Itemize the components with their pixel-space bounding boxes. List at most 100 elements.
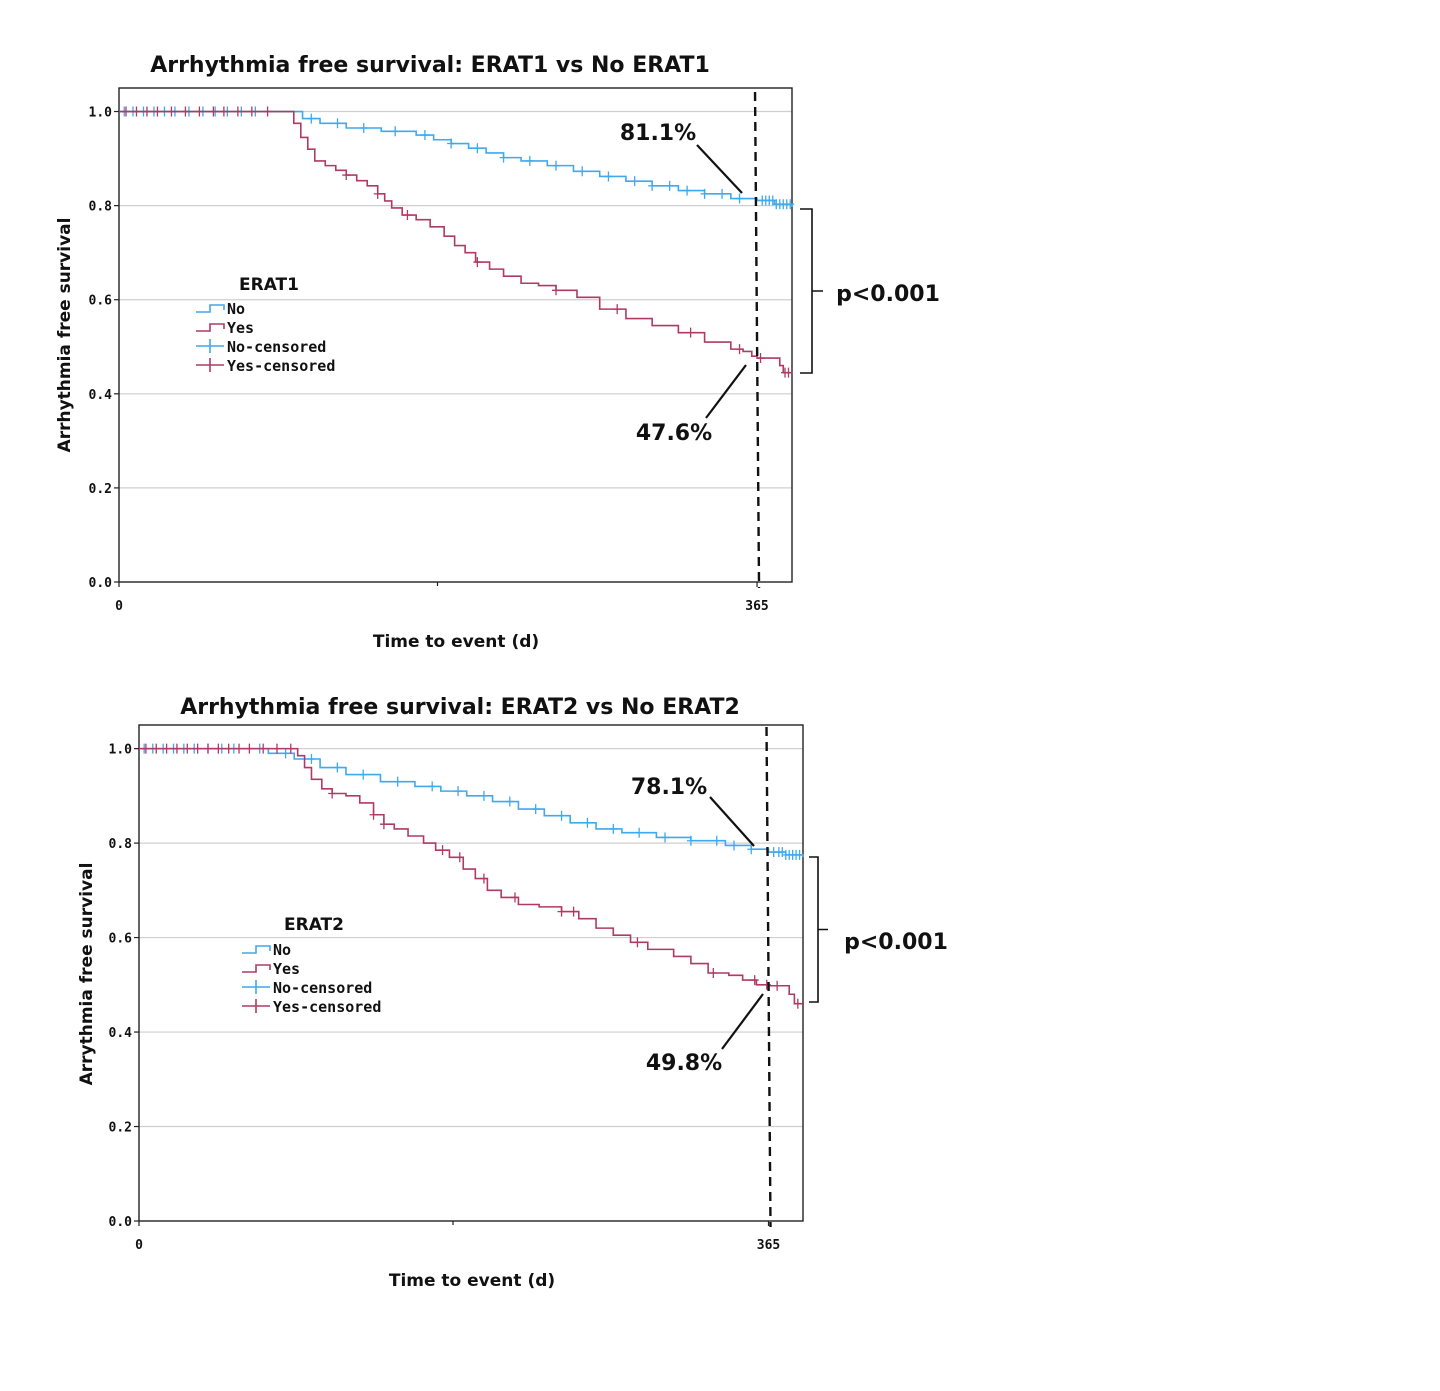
callout-line-yes [721, 993, 764, 1050]
p-value-annotation: p<0.001 [836, 282, 940, 307]
censor-mark-no [604, 171, 613, 182]
censor-mark-yes [219, 106, 228, 117]
censor-mark-no [479, 790, 488, 801]
annotation-yes-survival: 47.6% [636, 421, 712, 446]
censor-mark-yes [328, 788, 337, 799]
y-axis-label: Arrhythmia free survival [55, 218, 75, 453]
censor-mark-no [712, 835, 721, 846]
legend-title: ERAT1 [239, 275, 299, 295]
y-tick-label: 0.0 [89, 576, 113, 591]
legend-swatch-yes [196, 323, 225, 332]
censor-mark-yes [153, 106, 162, 117]
censor-mark-yes [735, 344, 744, 355]
censor-mark-yes [235, 743, 244, 754]
chart-erat2: Arrhythmia free survival: ERAT2 vs No ER… [77, 695, 948, 1291]
legend-swatch-no [196, 304, 225, 313]
y-axis-label: Arrythmia free survival [77, 863, 97, 1086]
y-tick-label: 0.6 [89, 294, 113, 309]
censor-mark-no [393, 776, 402, 787]
censor-mark-yes [569, 906, 578, 917]
censor-mark-yes [784, 367, 793, 378]
censor-mark-yes [224, 743, 233, 754]
y-tick-label: 0.8 [89, 200, 113, 215]
censor-mark-no [359, 122, 368, 133]
censor-mark-yes [686, 327, 695, 338]
legend-label-no-censored: No-censored [227, 338, 326, 356]
censor-mark-no [718, 188, 727, 199]
censor-mark-no [635, 827, 644, 838]
censor-mark-no [499, 152, 508, 163]
censor-mark-no [391, 126, 400, 137]
series-line-yes [139, 747, 803, 1005]
censor-mark-yes [756, 353, 765, 364]
censor-mark-yes [272, 743, 281, 754]
censor-mark-yes [438, 845, 447, 856]
censor-mark-yes [773, 980, 782, 991]
legend-label-yes-censored: Yes-censored [273, 998, 381, 1016]
censor-mark-yes [403, 210, 412, 221]
censor-mark-no [454, 786, 463, 797]
censor-mark-no [281, 748, 290, 759]
censor-mark-no [505, 796, 514, 807]
censor-mark-no [307, 754, 316, 765]
legend-label-no: No [227, 300, 245, 318]
censor-mark-no [578, 166, 587, 177]
censor-mark-yes [557, 906, 566, 917]
censor-mark-yes [369, 809, 378, 820]
censor-mark-yes [373, 188, 382, 199]
censor-mark-yes [263, 106, 272, 117]
y-tick-label: 1.0 [109, 743, 133, 758]
censor-mark-no [795, 849, 804, 860]
chart-erat1: Arrhythmia free survival: ERAT1 vs No ER… [55, 53, 940, 652]
legend-label-yes: Yes [227, 319, 254, 337]
censor-mark-yes [709, 968, 718, 978]
censor-mark-no [683, 185, 692, 196]
annotation-yes-survival: 49.8% [646, 1051, 722, 1076]
censor-mark-no [531, 804, 540, 815]
legend-swatch-yes-censored [242, 999, 270, 1013]
chart-title: Arrhythmia free survival: ERAT1 vs No ER… [150, 53, 710, 78]
censor-mark-yes [152, 743, 161, 754]
legend-swatch-no-censored [242, 980, 270, 994]
censor-mark-yes [286, 743, 295, 754]
y-tick-label: 0.6 [109, 932, 133, 947]
censor-mark-yes [613, 304, 622, 315]
y-tick-label: 0.2 [89, 482, 112, 497]
legend-label-yes: Yes [273, 960, 300, 978]
censor-mark-yes [142, 106, 151, 117]
x-axis-label: Time to event (d) [373, 632, 539, 652]
legend-title: ERAT2 [284, 915, 344, 935]
x-tick-label: 365 [757, 1238, 780, 1253]
censor-mark-no [473, 143, 482, 154]
censor-mark-yes [195, 106, 204, 117]
legend-swatch-yes [242, 964, 271, 973]
censor-mark-no [747, 844, 756, 855]
callout-line-no [696, 144, 743, 194]
series-line-no [139, 747, 804, 858]
censor-mark-yes [183, 743, 192, 754]
censor-mark-no [420, 130, 429, 141]
legend-label-no-censored: No-censored [273, 979, 372, 997]
plot-frame [138, 724, 804, 1222]
censor-mark-yes [167, 106, 176, 117]
callout-line-no [709, 796, 755, 847]
reference-line [765, 726, 772, 1228]
y-tick-label: 0.2 [109, 1121, 132, 1136]
censor-mark-no [583, 817, 592, 828]
censor-mark-no [333, 118, 342, 129]
censor-mark-yes [193, 743, 202, 754]
censor-mark-yes [552, 285, 561, 296]
reference-line [753, 91, 761, 589]
censor-mark-yes [793, 998, 802, 1009]
x-tick-label: 0 [115, 599, 123, 614]
censor-mark-yes [209, 106, 218, 117]
x-tick-label: 365 [745, 599, 768, 614]
p-value-bracket [800, 208, 823, 374]
censor-mark-no [665, 180, 674, 191]
censor-mark-no [552, 160, 561, 171]
callout-line-yes [705, 364, 747, 419]
censor-mark-yes [162, 743, 171, 754]
censor-mark-yes [172, 743, 181, 754]
